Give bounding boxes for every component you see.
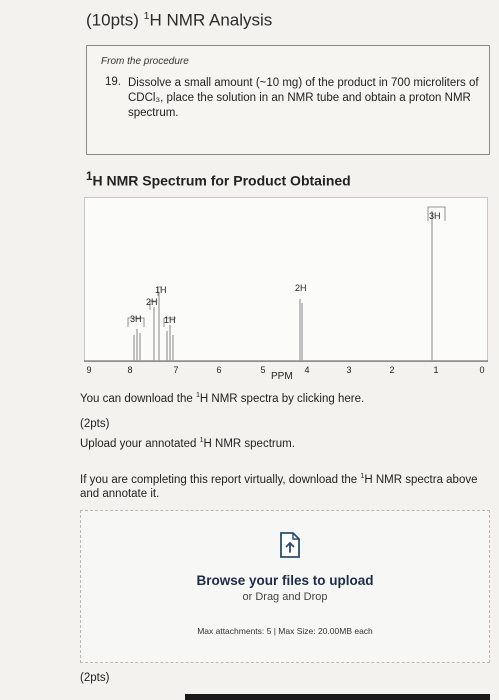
- spectrum-title: 1H NMR Spectrum for Product Obtained: [86, 170, 351, 189]
- upload-file-icon: [280, 532, 300, 558]
- x-tick-label: 6: [216, 365, 221, 375]
- next-points-label: (2pts): [80, 672, 110, 684]
- x-tick-label: 1: [433, 365, 438, 375]
- nmr-spectrum: 3H 2H 1H 2H 3H 1H 9 8 7 6 5 4 3 2 1 0: [84, 197, 488, 375]
- x-tick-label: 7: [173, 365, 178, 375]
- x-tick-label: 5: [260, 365, 265, 375]
- file-dropzone[interactable]: Browse your files to upload or Drag and …: [80, 510, 490, 663]
- upload-question-label: Upload your annotated 1H NMR spectrum.: [80, 436, 295, 450]
- peak-label: 2H: [146, 297, 158, 307]
- integration-bracket-3h-8: [127, 317, 145, 327]
- peak-label: 3H: [429, 211, 441, 221]
- browse-files-button[interactable]: Browse your files to upload: [196, 573, 374, 588]
- x-tick-label: 3: [346, 365, 351, 375]
- x-tick-label: 9: [86, 365, 91, 375]
- integration-bracket-1h-7: [157, 286, 162, 296]
- bottom-dark-bar: [185, 694, 490, 700]
- download-spectra-link[interactable]: You can download the 1H NMR spectra by c…: [80, 391, 365, 405]
- drag-drop-hint: or Drag and Drop: [242, 591, 328, 603]
- integration-bracket-1h-7b: [163, 317, 176, 327]
- procedure-step-text: Dissolve a small amount (~10 mg) of the …: [128, 77, 479, 119]
- max-attachments-info: Max attachments: 5 | Max Size: 20.00MB e…: [197, 626, 373, 636]
- peak-label: 1H: [155, 285, 167, 295]
- integration-bracket-2h-7: [149, 300, 156, 310]
- x-tick-label: 0: [479, 365, 484, 375]
- integration-bracket-3h: [427, 206, 446, 221]
- spectrum-frame: [84, 197, 488, 362]
- peak-label: 1H: [164, 315, 176, 325]
- x-tick-label: 4: [304, 365, 309, 375]
- virtual-instructions: If you are completing this report virtua…: [80, 472, 478, 500]
- peak-label: 2H: [295, 283, 307, 293]
- peak-label: 3H: [130, 314, 142, 324]
- x-axis-label: PPM: [271, 371, 293, 382]
- procedure-box: From the procedure 19. Dissolve a small …: [86, 45, 490, 155]
- procedure-label: From the procedure: [101, 56, 189, 67]
- page-title: (10pts) 1H NMR Analysis: [86, 10, 273, 30]
- x-tick-label: 8: [127, 365, 132, 375]
- procedure-step-number: 19.: [105, 76, 121, 88]
- x-tick-label: 2: [389, 365, 394, 375]
- points-label: (2pts): [80, 418, 110, 430]
